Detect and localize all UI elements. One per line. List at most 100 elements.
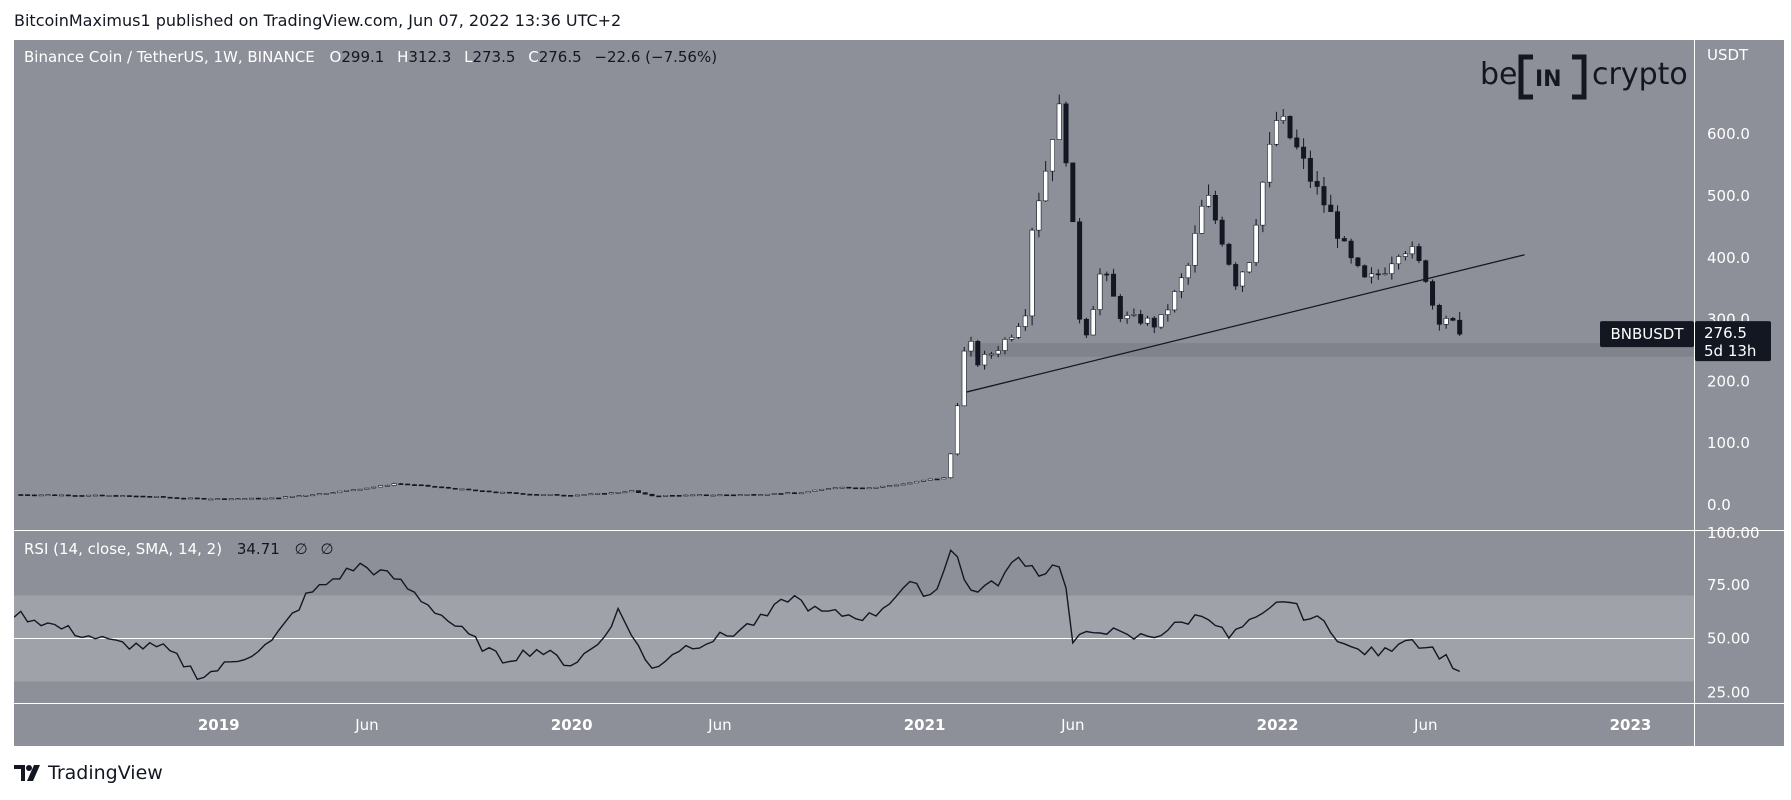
- candle-body: [479, 490, 485, 492]
- price-pane[interactable]: [14, 40, 1694, 530]
- symbol-tag-box: [1600, 321, 1694, 348]
- candle-body: [663, 495, 669, 497]
- candle-body: [893, 484, 899, 487]
- time-tick-label: 2020: [551, 716, 593, 734]
- candle-body: [730, 494, 736, 497]
- candle-body: [1172, 291, 1178, 311]
- candle-body: [439, 486, 445, 489]
- logo-bracket-gap-bottom: [1533, 92, 1572, 102]
- candle-body: [323, 493, 329, 495]
- candle-body: [120, 495, 126, 497]
- legend-open-label: O: [330, 48, 342, 66]
- candle-body: [635, 490, 641, 493]
- candle-body: [771, 493, 777, 495]
- time-tick-label: Jun: [1413, 716, 1437, 734]
- candle-body: [540, 494, 546, 496]
- logo-left-text: be: [1480, 57, 1518, 92]
- candle-body: [282, 496, 288, 499]
- candle-body: [622, 491, 628, 494]
- rsi-line[interactable]: [14, 549, 1460, 681]
- candle-body: [697, 494, 703, 497]
- candle-body: [1049, 139, 1055, 172]
- candle-body: [1307, 158, 1313, 182]
- rsi-axis[interactable]: [1694, 531, 1784, 703]
- candle-body: [988, 353, 994, 356]
- candle-body: [839, 486, 845, 489]
- time-axis[interactable]: [14, 703, 1694, 746]
- candle-body: [215, 498, 221, 500]
- candle-body: [927, 478, 933, 481]
- candle-body: [1450, 318, 1456, 321]
- candle-body: [160, 496, 166, 498]
- candle-body: [975, 341, 981, 366]
- candle-body: [669, 495, 675, 497]
- candle-body: [581, 494, 587, 496]
- candle-body: [1090, 309, 1096, 336]
- candle-body: [819, 488, 825, 491]
- candle-body: [825, 488, 831, 490]
- time-tick-label: 2023: [1610, 716, 1652, 734]
- ascending-support-trendline[interactable]: [966, 254, 1525, 393]
- rsi-tick-label: 25.00: [1707, 683, 1750, 701]
- candle-body: [432, 486, 438, 488]
- candle-body: [466, 488, 472, 491]
- candle-body: [221, 498, 227, 500]
- price-axis[interactable]: [1694, 40, 1784, 530]
- price-tick-label: 500.0: [1707, 187, 1750, 205]
- candles-series[interactable]: [18, 94, 1463, 501]
- candle-body: [798, 492, 804, 495]
- candle-body: [1131, 314, 1137, 316]
- rsi-tick-label: 100.00: [1707, 524, 1760, 542]
- candle-body: [1111, 273, 1117, 297]
- candle-body: [561, 494, 567, 497]
- candle-body: [276, 497, 282, 500]
- candle-body: [1260, 181, 1266, 226]
- rsi-legend[interactable]: RSI (14, close, SMA, 14, 2) 34.71 ∅ ∅: [24, 540, 334, 558]
- candle-body: [1063, 103, 1069, 164]
- candle-body: [601, 493, 607, 495]
- price-tag-value: 276.5: [1704, 324, 1747, 342]
- candle-body: [45, 494, 51, 497]
- candle-body: [1436, 305, 1442, 325]
- candle-body: [154, 496, 160, 498]
- candle-body: [1158, 314, 1164, 328]
- candle-body: [1151, 317, 1157, 328]
- candle-body: [1409, 246, 1415, 255]
- candle-body: [208, 498, 214, 501]
- candle-body: [398, 483, 404, 485]
- tradingview-footer[interactable]: TradingView: [14, 762, 163, 784]
- candle-body: [350, 489, 356, 492]
- symbol-legend[interactable]: Binance Coin / TetherUS, 1W, BINANCE O29…: [24, 48, 717, 66]
- rsi-value: 34.71: [237, 540, 280, 558]
- candle-body: [445, 486, 451, 489]
- price-tick-label: 100.0: [1707, 434, 1750, 452]
- logo-bracket-gap-top: [1533, 52, 1572, 62]
- candle-body: [568, 495, 574, 497]
- candle-body: [595, 493, 601, 495]
- candle-body: [1280, 115, 1286, 121]
- candle-body: [1206, 195, 1212, 207]
- candle-body: [534, 494, 540, 496]
- current-price-label[interactable]: BNBUSDT 276.5 5d 13h: [1600, 321, 1771, 362]
- candle-body: [1321, 186, 1327, 206]
- candle-body: [921, 479, 927, 482]
- candle-body: [1430, 281, 1436, 306]
- candle-body: [364, 487, 370, 490]
- candle-body: [506, 491, 512, 494]
- candle-body: [289, 496, 295, 498]
- candle-body: [778, 493, 784, 495]
- candle-body: [764, 493, 770, 496]
- legend-high-label: H: [397, 48, 408, 66]
- candle-body: [900, 483, 906, 486]
- candle-body: [92, 494, 98, 497]
- svg-text:RSI (14, close, SMA, 14, 2): RSI (14, close, SMA, 14, 2) 34.71 ∅ ∅: [24, 540, 334, 558]
- candle-body: [887, 485, 893, 487]
- candle-body: [758, 494, 764, 496]
- time-tick-label: Jun: [1060, 716, 1084, 734]
- candle-body: [493, 491, 499, 494]
- candle-body: [880, 485, 886, 488]
- price-tick-label: 0.0: [1707, 496, 1731, 514]
- candle-body: [1212, 195, 1218, 221]
- candle-body: [25, 494, 31, 496]
